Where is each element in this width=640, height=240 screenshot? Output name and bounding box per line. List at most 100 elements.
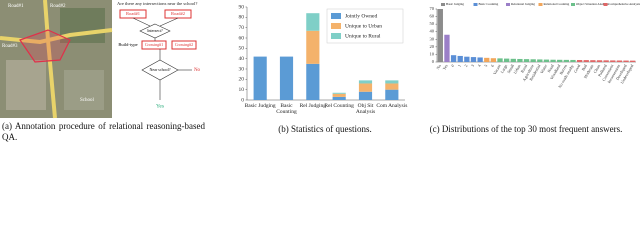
bar	[306, 30, 320, 64]
bar	[358, 83, 373, 92]
legend-swatch	[473, 3, 478, 6]
bar	[576, 60, 583, 62]
bar	[557, 59, 563, 62]
x-tick-label: Rel Judging	[299, 103, 327, 109]
y-tick-label: 10	[239, 87, 245, 93]
y-tick-label: 30	[430, 36, 435, 41]
x-tick-label: 5	[483, 63, 488, 67]
question: Are there any intersections near the sch…	[117, 1, 197, 6]
bar	[603, 60, 609, 62]
bar	[590, 60, 596, 62]
bar	[616, 60, 623, 62]
x-tick-label: Barren	[558, 63, 568, 75]
y-tick-label: 40	[430, 29, 435, 34]
y-tick-label: 30	[239, 66, 245, 72]
buildings	[64, 70, 104, 110]
bar	[497, 58, 503, 62]
legend-label: Basic Judging	[446, 2, 464, 6]
flow-label: Yes	[156, 103, 164, 109]
bar	[610, 60, 616, 62]
y-tick-label: 90	[239, 4, 245, 10]
flow-arrow	[132, 17, 151, 27]
flow-label: No	[194, 68, 201, 73]
legend-swatch	[603, 3, 608, 6]
bar	[523, 59, 530, 62]
legend-label: Unique to Rural	[345, 33, 381, 39]
x-tick-label: Clean	[592, 63, 601, 74]
bar	[503, 58, 510, 62]
legend-swatch	[441, 3, 445, 6]
bar	[563, 59, 570, 62]
bar	[385, 83, 399, 90]
x-tick-label: Yes	[441, 63, 448, 71]
legend-swatch	[331, 13, 341, 19]
x-tick-label: 3	[470, 63, 475, 67]
y-tick-label: 80	[239, 15, 245, 21]
school-region	[19, 29, 71, 63]
x-tick-label: 2	[463, 63, 468, 67]
x-tick-label: 1	[457, 63, 462, 67]
x-tick-label: 0	[450, 63, 455, 67]
x-tick-label: Com Analysis	[376, 103, 408, 109]
flow-label: Build-type	[118, 42, 137, 47]
map-panel: Road#1 Road#2 Road#3 School	[0, 0, 113, 119]
bar	[358, 91, 373, 100]
y-tick-label: 70	[239, 25, 245, 31]
bar	[464, 56, 470, 62]
bar	[437, 9, 443, 62]
legend-label: Object Situation Analysis	[576, 2, 609, 6]
x-tick-label: Vacant	[492, 63, 502, 76]
y-tick-label: 50	[430, 21, 435, 26]
y-tick-label: 40	[239, 56, 245, 62]
flow-label: Crossing#2	[175, 42, 193, 47]
map-label: Road#3	[2, 44, 18, 49]
bar	[510, 58, 516, 62]
y-tick-label: 0	[241, 97, 244, 103]
bar	[385, 80, 399, 84]
caption: (c) Distributions of the top 30 most fre…	[429, 124, 623, 134]
flow-label: Road#1	[126, 11, 140, 16]
buildings	[6, 60, 46, 110]
x-tick-label: No	[435, 63, 442, 70]
bar	[253, 56, 267, 100]
bar	[517, 58, 523, 62]
x-tick-label: 4	[476, 63, 481, 67]
flowchart: Are there any intersections near the sch…	[117, 1, 201, 109]
y-tick-label: 0	[432, 59, 435, 64]
caption: (b) Statistics of questions.	[278, 124, 372, 134]
flow-label: Road#2	[171, 11, 185, 16]
x-tick-label: Basic Counting	[276, 103, 297, 115]
x-tick-label: Basic Judging	[244, 103, 276, 109]
bar	[444, 34, 450, 62]
flow-label: Intersect?	[147, 28, 163, 33]
flow-node	[171, 40, 197, 50]
bar	[279, 56, 294, 100]
y-tick-label: 10	[430, 51, 435, 56]
y-tick-label: 60	[430, 14, 435, 19]
legend-label: Relational Counting	[544, 2, 570, 6]
road	[43, 0, 57, 119]
y-tick-label: 20	[430, 44, 435, 49]
legend-label: Basic Counting	[479, 2, 499, 6]
legend-label: Jointly Owned	[345, 13, 377, 19]
x-tick-label: Rural	[519, 63, 528, 74]
legend-swatch	[331, 23, 341, 29]
bar	[537, 59, 543, 62]
bar	[385, 89, 399, 100]
y-tick-label: 70	[430, 6, 435, 11]
legend-label: Comprehensive Analysis	[609, 2, 640, 6]
bar	[596, 60, 603, 62]
flow-node	[141, 40, 167, 50]
x-tick-label: Rel Counting	[324, 103, 354, 109]
x-tick-label: Urban	[512, 63, 521, 74]
flow-label: Crossing#1	[145, 42, 163, 47]
y-tick-label: 60	[239, 35, 245, 41]
legend-swatch	[331, 33, 341, 39]
x-tick-label: 6	[490, 63, 495, 67]
bar	[530, 59, 536, 62]
caption: (a) Annotation procedure of relational r…	[2, 121, 205, 142]
x-tick-label: Obj Sit Analysis	[355, 103, 376, 115]
bar	[484, 57, 490, 62]
bar	[550, 59, 556, 62]
bar	[457, 55, 463, 62]
